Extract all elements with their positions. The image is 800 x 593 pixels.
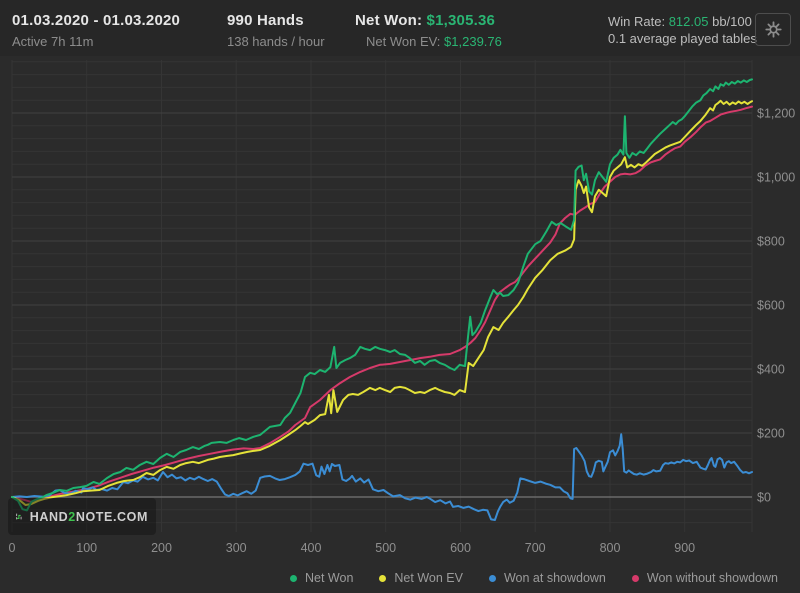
x-tick-label: 300: [226, 541, 247, 555]
x-tick-label: 0: [9, 541, 16, 555]
legend-label-net-won: Net Won: [305, 571, 354, 585]
x-tick-label: 800: [600, 541, 621, 555]
series-line-net-won-ev: [11, 99, 753, 506]
net-won-value: $1,305.36: [426, 12, 496, 29]
avg-tables: 0.1 average played tables: [608, 31, 757, 46]
header: 01.03.2020 - 01.03.2020 Active 7h 11m 99…: [0, 0, 800, 56]
settings-button[interactable]: [755, 13, 791, 46]
net-won-ev-value: $1,239.76: [444, 34, 502, 49]
hands-per-hour: 138 hands / hour: [227, 34, 325, 49]
x-tick-label: 100: [76, 541, 97, 555]
gear-icon: [764, 21, 782, 38]
legend-dot-net-won-ev: [379, 574, 387, 582]
y-tick-label: $0: [757, 491, 771, 505]
brand-watermark: HAND2NOTE.COM: [8, 498, 156, 535]
x-tick-label: 900: [674, 541, 695, 555]
x-tick-label: 400: [301, 541, 322, 555]
legend: Net Won Net Won EV Won at showdown Won with…: [268, 567, 800, 589]
session-info-block: 01.03.2020 - 01.03.2020 Active 7h 11m: [12, 12, 180, 49]
legend-item-won-without-showdown[interactable]: Won without showdown: [631, 571, 778, 585]
x-tick-label: 500: [375, 541, 396, 555]
legend-label-won-at-showdown: Won at showdown: [503, 571, 606, 585]
y-tick-label: $600: [757, 299, 785, 313]
date-range: 01.03.2020 - 01.03.2020: [12, 12, 181, 29]
x-tick-label: 700: [525, 541, 546, 555]
win-rate-block: Win Rate: 812.05 bb/100 0.1 average play…: [608, 13, 757, 47]
y-tick-label: $800: [757, 235, 785, 249]
win-rate-unit: bb/100: [712, 14, 752, 29]
legend-item-net-won[interactable]: Net Won: [290, 571, 353, 585]
brand-name-post: NOTE.COM: [75, 509, 148, 524]
x-tick-label: 200: [151, 541, 172, 555]
brand-name-num: 2: [68, 509, 76, 524]
y-tick-label: $1,000: [757, 171, 795, 185]
series-line-won-without-showdown: [11, 105, 753, 503]
brand-name-pre: HAND: [29, 509, 69, 524]
hand2note-logo-icon: [16, 513, 22, 520]
y-tick-label: $400: [757, 363, 785, 377]
legend-item-net-won-ev[interactable]: Net Won EV: [379, 571, 463, 585]
x-tick-label: 600: [450, 541, 471, 555]
legend-dot-won-without-showdown: [631, 574, 639, 582]
net-won-ev-line: Net Won EV: $1,239.76: [355, 34, 502, 49]
net-won-label: Net Won:: [355, 12, 423, 29]
legend-dot-won-at-showdown: [488, 574, 496, 582]
series-line-won-at-showdown: [11, 433, 753, 521]
net-won-block: Net Won: $1,305.36 Net Won EV: $1,239.76: [355, 12, 502, 49]
legend-dot-net-won: [290, 574, 297, 582]
brand-name: HAND2NOTE.COM: [30, 510, 148, 524]
hands-count: 990 Hands: [227, 12, 304, 29]
hands-block: 990 Hands 138 hands / hour: [227, 12, 325, 49]
active-time: Active 7h 11m: [12, 34, 94, 49]
win-rate-line: Win Rate: 812.05 bb/100: [608, 13, 757, 30]
legend-label-net-won-ev: Net Won EV: [394, 571, 463, 585]
legend-label-won-without-showdown: Won without showdown: [646, 571, 778, 585]
y-tick-label: $200: [757, 427, 785, 441]
series-line-net-won: [11, 78, 753, 512]
win-rate-label: Win Rate:: [608, 14, 666, 29]
y-tick-label: $1,200: [757, 107, 795, 121]
net-won-line: Net Won: $1,305.36: [355, 12, 502, 29]
legend-item-won-at-showdown[interactable]: Won at showdown: [488, 571, 606, 585]
net-won-ev-label: Net Won EV:: [366, 34, 441, 49]
win-rate-value: 812.05: [668, 14, 709, 29]
